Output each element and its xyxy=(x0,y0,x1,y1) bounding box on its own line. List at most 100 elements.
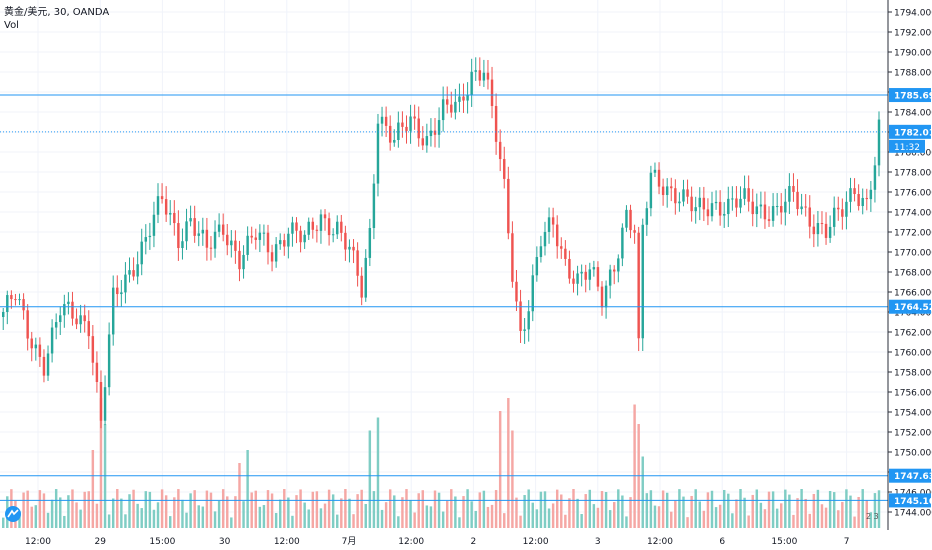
volume-bar xyxy=(2,517,5,528)
volume-bar xyxy=(466,489,469,528)
volume-bar xyxy=(446,500,449,528)
tradingview-logo-icon[interactable] xyxy=(5,506,21,522)
candle-body xyxy=(421,138,425,146)
volume-bar xyxy=(201,506,205,528)
time-tick-label: 15:00 xyxy=(771,537,797,547)
volume-bar xyxy=(132,489,135,528)
candle-body xyxy=(299,230,302,243)
volume-bar xyxy=(486,506,490,528)
candle-body xyxy=(661,186,665,196)
volume-bar xyxy=(270,493,274,528)
candle-body xyxy=(698,197,701,208)
countdown-bg xyxy=(889,139,925,153)
symbol-title[interactable]: 黄金/美元, 30, OANDA xyxy=(4,7,110,18)
volume-bar xyxy=(266,490,270,528)
candle-body xyxy=(621,227,624,259)
price-line-label-bg xyxy=(889,124,931,139)
candle-body xyxy=(111,287,115,335)
candle-body xyxy=(608,269,612,286)
candle-body xyxy=(674,188,677,204)
candle-body xyxy=(767,219,771,221)
time-tick-label: 12:00 xyxy=(398,537,424,547)
candle-body xyxy=(87,321,90,337)
time-tick-label: 12:00 xyxy=(523,537,549,547)
candle-body xyxy=(274,244,278,262)
candle-body xyxy=(152,214,156,236)
volume-bar xyxy=(193,490,196,528)
volume-bar xyxy=(433,490,437,528)
volume-bar xyxy=(670,511,673,528)
candle-body xyxy=(511,233,514,282)
volume-bar xyxy=(771,491,775,528)
volume-bar xyxy=(678,489,681,528)
volume-bar xyxy=(584,494,587,528)
candle-body xyxy=(645,208,649,225)
volume-bar xyxy=(71,489,74,528)
candle-body xyxy=(433,130,437,135)
candle-body xyxy=(136,264,139,277)
candle-body xyxy=(665,186,669,196)
candle-body xyxy=(613,269,616,272)
candle-body xyxy=(580,271,583,274)
time-tick-label: 7月 xyxy=(342,536,357,547)
candle-body xyxy=(633,230,636,233)
volume-bar xyxy=(780,503,783,528)
volume-bar xyxy=(388,489,392,528)
candle-body xyxy=(527,311,530,330)
volume-bar xyxy=(816,489,820,528)
candle-body xyxy=(405,126,408,131)
volume-bar xyxy=(853,516,856,528)
volume-bar xyxy=(800,489,803,528)
candle-body xyxy=(336,221,339,235)
candle-body xyxy=(727,198,730,215)
volume-bar xyxy=(511,430,514,528)
candle-body xyxy=(67,301,70,305)
volume-bar xyxy=(75,502,78,528)
volume-bar xyxy=(368,430,372,528)
volume-bar xyxy=(287,497,290,528)
candle-body xyxy=(572,278,575,284)
volume-legend[interactable]: Vol xyxy=(4,20,19,31)
volume-bar xyxy=(413,512,416,528)
price-tick-label: 1794.000 xyxy=(894,9,932,19)
candle-body xyxy=(600,286,604,308)
candle-body xyxy=(209,247,213,249)
volume-bar xyxy=(755,489,759,528)
time-tick-label: 2 xyxy=(471,537,477,547)
candle-body xyxy=(543,231,547,247)
candle-body xyxy=(841,209,844,217)
candle-body xyxy=(808,207,811,227)
volume-bar xyxy=(482,490,486,528)
candle-body xyxy=(718,201,722,216)
volume-bar xyxy=(156,502,160,528)
volume-bar xyxy=(613,502,616,528)
price-tick-label: 1772.000 xyxy=(894,229,932,239)
candle-body xyxy=(417,118,420,139)
candle-body xyxy=(173,212,176,224)
volume-bar xyxy=(820,504,824,528)
volume-bar xyxy=(254,490,257,528)
time-tick-label: 29 xyxy=(94,537,106,547)
candle-body xyxy=(531,275,534,312)
price-tick-label: 1758.000 xyxy=(894,369,932,379)
candle-body xyxy=(507,178,510,234)
candle-body xyxy=(828,226,832,238)
candle-body xyxy=(205,229,209,248)
candle-body xyxy=(14,299,17,301)
volume-bar xyxy=(303,502,306,528)
volume-bar xyxy=(46,512,50,528)
volume-bar xyxy=(718,504,722,528)
candle-body xyxy=(588,269,592,280)
price-tick-label: 1778.000 xyxy=(894,169,932,179)
candle-body xyxy=(311,221,315,230)
candle-body xyxy=(246,235,249,255)
candle-body xyxy=(657,169,661,187)
volume-bar xyxy=(217,500,221,528)
volume-bar xyxy=(710,490,714,528)
candle-body xyxy=(523,329,526,331)
volume-bar xyxy=(189,493,192,528)
volume-bar xyxy=(360,489,363,528)
pane-controls[interactable]: 2 3 xyxy=(866,512,879,521)
candle-body xyxy=(266,232,270,253)
